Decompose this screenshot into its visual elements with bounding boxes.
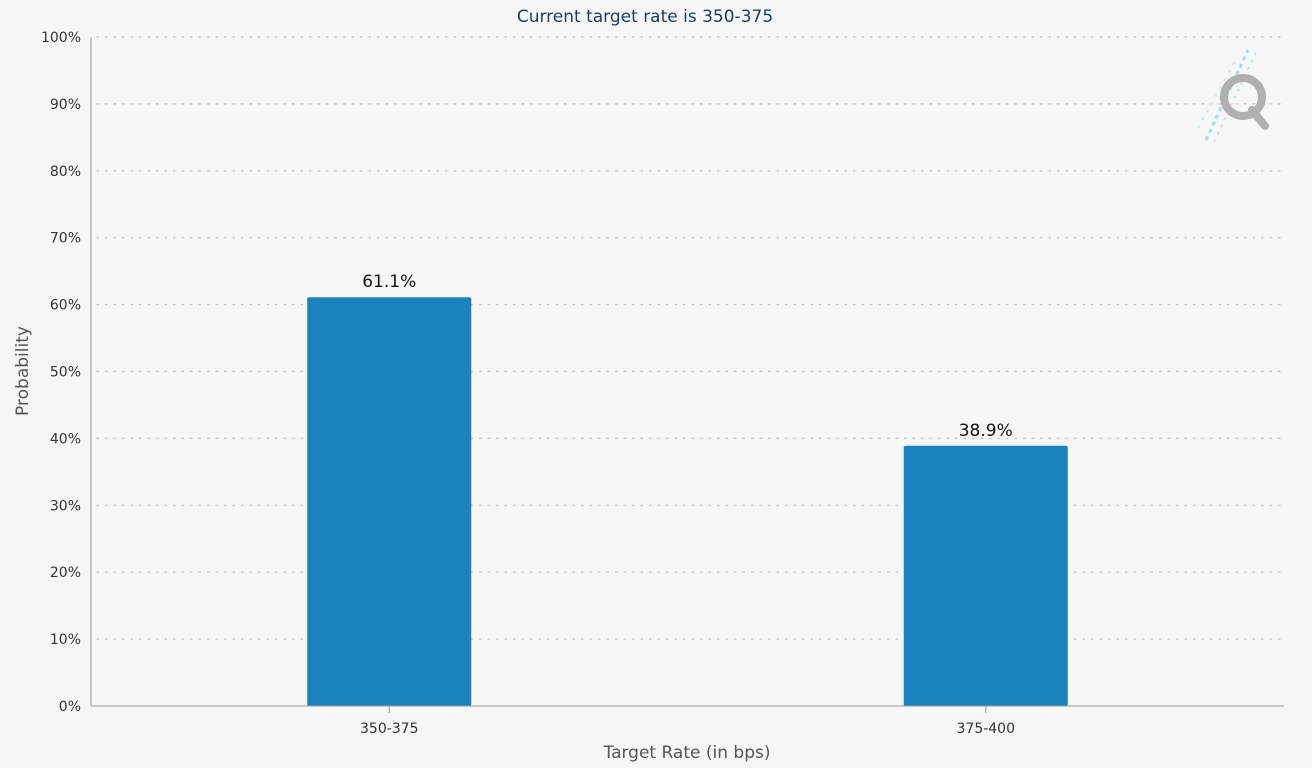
y-tick-label: 30% xyxy=(50,498,81,514)
watermark-streak xyxy=(1213,51,1257,143)
chart-title: Current target rate is 350-375 xyxy=(517,7,773,27)
bar-data-label: 61.1% xyxy=(362,272,416,292)
y-tick-label: 50% xyxy=(50,365,81,381)
y-tick-label: 60% xyxy=(50,298,81,314)
x-axis-title: Target Rate (in bps) xyxy=(603,743,771,763)
y-tick-label: 20% xyxy=(50,565,81,581)
bar-data-label: 38.9% xyxy=(959,421,1013,441)
bar[interactable] xyxy=(903,445,1068,706)
y-tick-label: 100% xyxy=(41,30,81,46)
quikstrike-q-logo-icon xyxy=(1197,49,1269,143)
y-tick-label: 10% xyxy=(50,632,81,648)
x-tick-label: 375-400 xyxy=(957,721,1016,737)
y-axis-ticks: 0% 10% 20% 30% 40% 50% 60% 70% 80% 90% 100% xyxy=(41,30,81,715)
bars xyxy=(307,297,1068,706)
y-tick-label: 70% xyxy=(50,231,81,247)
y-tick-label: 40% xyxy=(50,431,81,447)
bar[interactable] xyxy=(307,297,472,706)
x-tick-label: 350-375 xyxy=(360,721,419,737)
watermark-q-ring xyxy=(1220,74,1266,120)
gridlines xyxy=(96,36,1281,640)
x-axis-ticks: 350-375 375-400 xyxy=(360,706,1015,737)
y-tick-label: 80% xyxy=(50,164,81,180)
watermark-q-tail xyxy=(1248,106,1269,130)
watermark-streak xyxy=(1197,59,1237,129)
y-tick-label: 0% xyxy=(59,699,81,715)
y-tick-label: 90% xyxy=(50,97,81,113)
data-labels: 61.1% 38.9% xyxy=(362,272,1013,441)
y-axis-title: Probability xyxy=(13,326,33,416)
